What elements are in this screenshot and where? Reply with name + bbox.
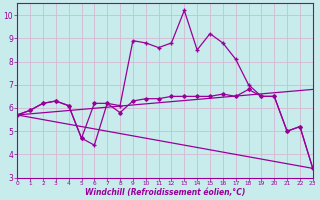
X-axis label: Windchill (Refroidissement éolien,°C): Windchill (Refroidissement éolien,°C) (85, 188, 245, 197)
